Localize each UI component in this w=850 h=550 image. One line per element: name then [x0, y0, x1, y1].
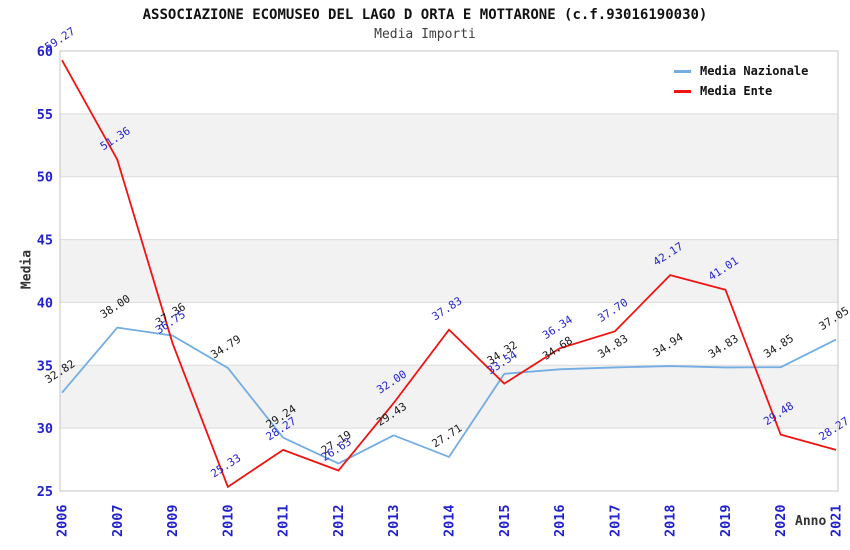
- y-tick-label: 25: [37, 484, 53, 500]
- point-label: 25.33: [208, 451, 243, 480]
- point-label: 34.83: [706, 332, 741, 361]
- legend: Media Nazionale Media Ente: [674, 61, 808, 101]
- y-tick-label: 45: [37, 233, 53, 249]
- y-tick-label: 50: [37, 170, 53, 186]
- point-label: 34.85: [761, 332, 796, 361]
- x-tick-label: 2016: [552, 504, 568, 537]
- series-line-media-nazionale: [61, 326, 837, 465]
- x-tick-label: 2012: [331, 504, 347, 537]
- plot-band: [60, 239, 838, 303]
- point-label: 34.79: [208, 332, 243, 361]
- plot-band: [60, 113, 838, 177]
- x-tick-label: 2020: [773, 504, 789, 537]
- x-tick-label: 2021: [829, 504, 845, 537]
- chart-subtitle: Media Importi: [374, 27, 476, 42]
- legend-label-ente: Media Ente: [700, 84, 773, 98]
- x-tick-label: 2018: [663, 504, 679, 537]
- plot-band: [60, 365, 838, 429]
- y-tick-label: 55: [37, 107, 53, 123]
- y-tick-label: 40: [37, 295, 53, 311]
- x-tick-label: 2010: [220, 504, 236, 537]
- x-tick-label: 2009: [165, 504, 181, 537]
- x-tick-label: 2006: [55, 504, 71, 537]
- legend-item-media-ente: Media Ente: [674, 81, 808, 101]
- series-line-media-ente: [61, 59, 837, 489]
- legend-item-media-nazionale: Media Nazionale: [674, 61, 808, 81]
- legend-label-nazionale: Media Nazionale: [700, 64, 809, 78]
- legend-line-swatch-nazionale: [674, 69, 691, 73]
- y-tick-label: 30: [37, 421, 53, 437]
- point-label: 59.27: [43, 25, 78, 54]
- y-tick-label: 60: [37, 44, 53, 60]
- plot-border: [59, 50, 839, 492]
- x-tick-label: 2014: [442, 504, 458, 537]
- point-label: 34.94: [651, 330, 686, 359]
- y-axis-title: Media: [19, 249, 35, 290]
- x-tick-label: 2011: [276, 504, 292, 537]
- x-tick-label: 2013: [386, 504, 402, 537]
- x-tick-label: 2015: [497, 504, 513, 537]
- legend-line-swatch-ente: [674, 89, 691, 93]
- chart-title: ASSOCIAZIONE ECOMUSEO DEL LAGO D ORTA E …: [142, 7, 708, 23]
- x-axis-title: Anno: [795, 514, 827, 529]
- x-tick-label: 2017: [607, 504, 623, 537]
- y-tick-label: 35: [37, 358, 53, 374]
- x-tick-label: 2007: [110, 504, 126, 537]
- x-tick-label: 2019: [718, 504, 734, 537]
- point-label: 37.05: [817, 304, 850, 333]
